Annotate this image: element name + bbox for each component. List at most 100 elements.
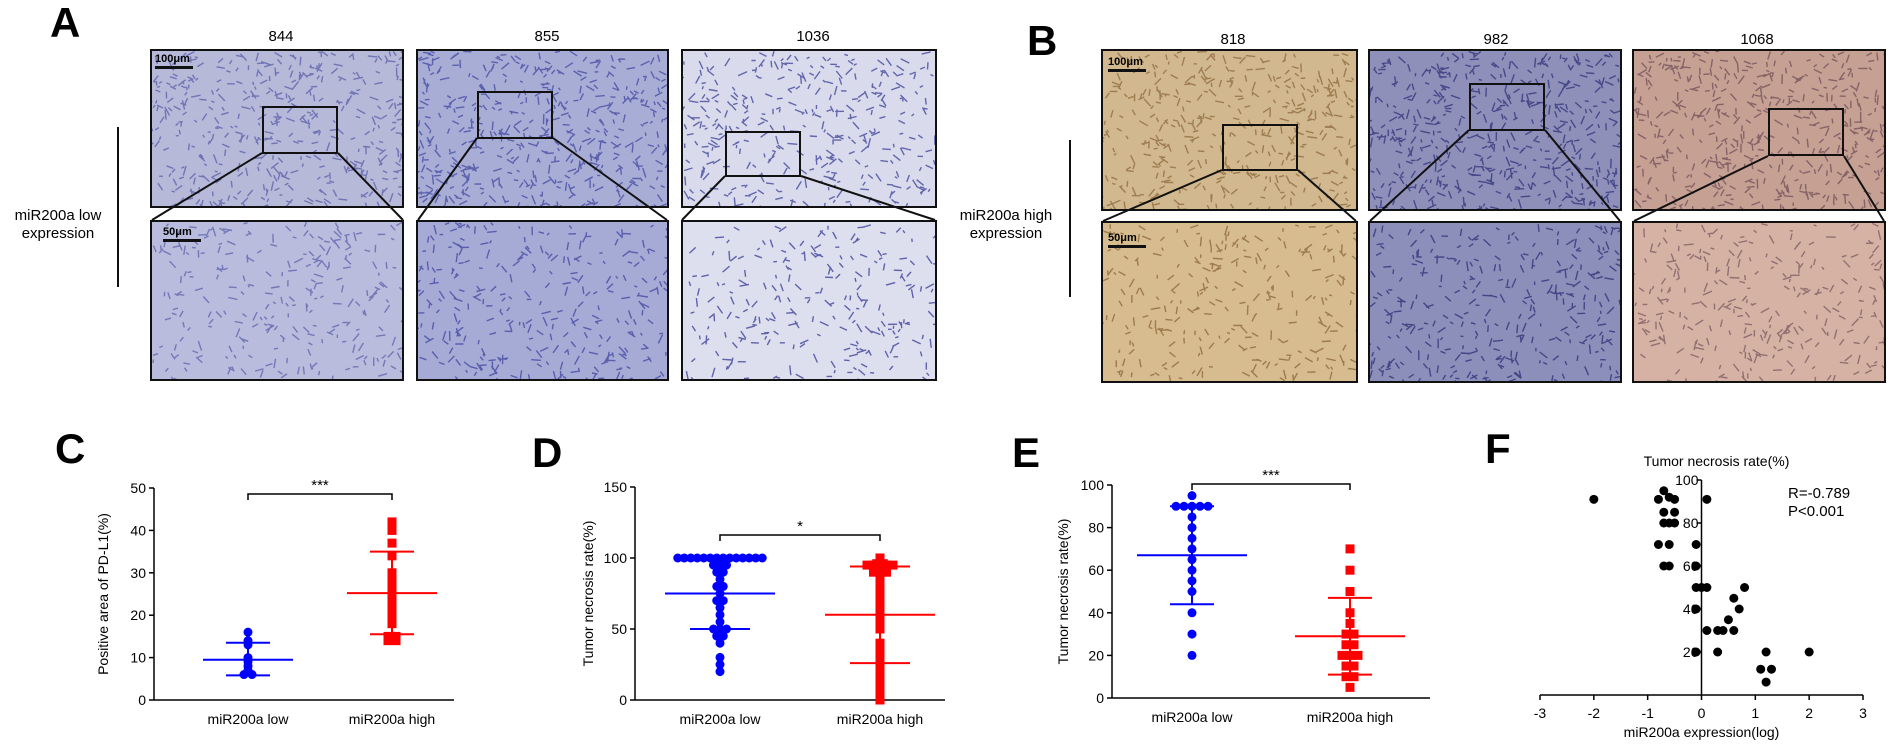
scale-label-b-bottom: 50μm [1108, 232, 1137, 244]
y-tick-label: 150 [604, 479, 628, 495]
data-point [1729, 593, 1739, 603]
data-point [1734, 604, 1744, 614]
data-point [1670, 507, 1680, 517]
micrograph-a3-top [681, 49, 937, 208]
data-point [715, 667, 725, 677]
row-label-low-line2: expression [21, 225, 95, 242]
data-point [1659, 507, 1669, 517]
y-tick-label: 0 [138, 692, 146, 708]
data-point [1718, 626, 1728, 635]
data-point [1345, 544, 1355, 554]
y-tick-label: 20 [1088, 647, 1104, 663]
micrograph-a2-bottom [416, 220, 669, 381]
data-point [1589, 494, 1599, 504]
panel-label-b: B [1027, 17, 1058, 64]
connector-b2-right [1544, 129, 1621, 222]
y-tick-label: 80 [1683, 515, 1699, 531]
data-point [888, 560, 898, 570]
scale-bar-b-bottom: 50μm [1108, 232, 1146, 248]
connector-a2-left [417, 137, 478, 221]
data-point [1653, 540, 1663, 549]
data-point [1664, 540, 1674, 549]
data-point [875, 695, 885, 705]
connector-b3-right [1843, 155, 1885, 222]
y-axis-label: Tumor necrosis rate(%) [580, 521, 596, 667]
data-point [679, 553, 689, 563]
connector-a3-left [681, 175, 726, 221]
y-tick-label: 40 [130, 522, 146, 538]
y-tick-label: 0 [1096, 690, 1104, 706]
data-point [1691, 561, 1701, 571]
x-axis-label: miR200a expression(log) [1624, 724, 1780, 740]
y-tick-label: 50 [130, 480, 146, 496]
y-axis-label: Tumor necrosis rate(%) [1055, 519, 1071, 665]
connector-b3-left [1633, 155, 1769, 222]
scale-label-a-bottom: 50μm [163, 226, 192, 238]
data-point [869, 560, 878, 570]
data-point [1702, 626, 1712, 635]
panel-label-c: C [55, 425, 86, 472]
data-point [1341, 640, 1351, 650]
data-point [673, 553, 683, 563]
micrograph-b2-bottom [1368, 221, 1622, 383]
y-axis-label: Positive area of PD-L1(%) [95, 513, 111, 675]
y-tick-label: 100 [1675, 472, 1699, 488]
data-point [869, 567, 878, 577]
data-point [875, 681, 885, 691]
data-point [1761, 677, 1771, 687]
sample-number-b2: 982 [1483, 31, 1509, 48]
row-label-high-line2: expression [969, 225, 1043, 242]
data-point [882, 567, 891, 577]
row-label-high: miR200a high expression [950, 207, 1062, 243]
data-point [1337, 650, 1347, 660]
y-tick-label: 100 [1081, 477, 1105, 493]
row-label-high-line1: miR200a high [959, 207, 1053, 224]
data-point [1804, 647, 1814, 657]
zoom-box-a3 [725, 131, 801, 177]
zoom-box-a1 [262, 106, 338, 154]
micrograph-b3-bottom [1632, 221, 1886, 383]
data-point [1187, 491, 1197, 501]
data-point [751, 553, 761, 563]
x-tick-label: miR200a high [1307, 709, 1393, 725]
zoom-box-b1 [1222, 124, 1298, 171]
x-tick-label: miR200a high [349, 711, 435, 727]
significance-label: *** [1262, 470, 1280, 484]
row-bracket-high [1069, 140, 1071, 297]
zoom-box-b2 [1469, 83, 1545, 131]
data-point [1766, 664, 1776, 674]
data-point [243, 627, 253, 637]
data-point [875, 674, 885, 684]
data-point [1187, 608, 1197, 618]
connector-a3-right [800, 175, 936, 221]
chart-f: Tumor necrosis rate(%)-3 -2 -1 0 1 2 320406080… [1534, 453, 1867, 740]
micrograph-a1-bottom [150, 220, 404, 381]
sample-number-a3: 1036 [796, 28, 830, 45]
zoom-box-a2 [477, 91, 553, 139]
y-tick-label: 50 [611, 621, 627, 637]
panel-label-f: F [1485, 425, 1511, 472]
significance-bracket [719, 534, 881, 541]
sample-number-a1: 844 [268, 28, 294, 45]
y-tick-label: 60 [1088, 562, 1104, 578]
micrograph-a1-top [150, 49, 404, 208]
significance-bracket [1191, 483, 1351, 490]
y-tick-label: 40 [1088, 605, 1104, 621]
x-tick-label: -3 [1534, 705, 1547, 721]
data-point [1349, 640, 1359, 650]
data-point [862, 560, 872, 570]
data-point [1664, 561, 1674, 571]
panel-label-d: D [532, 429, 563, 476]
x-tick-label: -2 [1588, 705, 1601, 721]
data-point [1187, 629, 1197, 639]
row-label-low-line1: miR200a low [14, 207, 102, 224]
sample-number-b3: 1068 [1740, 31, 1774, 48]
data-point [1713, 647, 1723, 657]
connector-b1-left [1102, 169, 1223, 222]
data-point [715, 652, 725, 662]
connector-a1-left [151, 152, 263, 221]
micrograph-a3-bottom [681, 220, 937, 381]
scale-bar-a-top: 100μm [155, 53, 193, 69]
panel-label-e: E [1012, 429, 1041, 476]
row-label-low: miR200a low expression [4, 207, 112, 243]
